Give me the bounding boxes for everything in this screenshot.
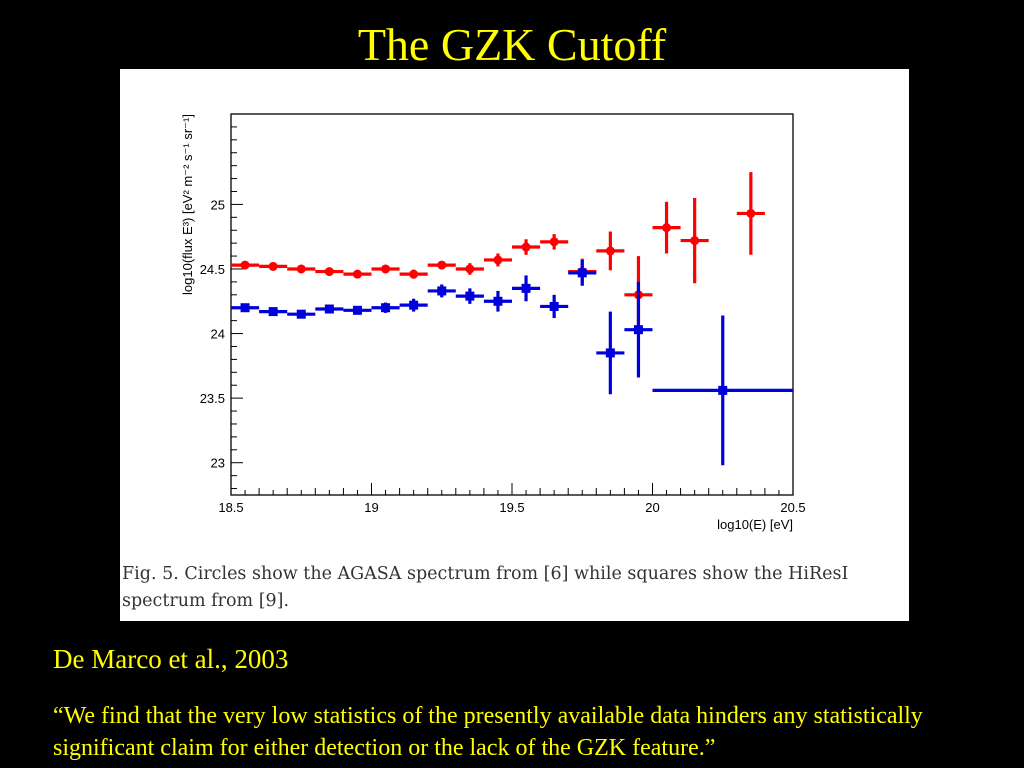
data-point-square bbox=[521, 283, 531, 293]
data-point-circle bbox=[409, 269, 419, 279]
data-point-circle bbox=[521, 242, 531, 252]
citation: De Marco et al., 2003 bbox=[53, 644, 289, 674]
data-point-circle bbox=[465, 264, 475, 274]
y-tick-label: 24.5 bbox=[200, 262, 225, 277]
data-point-circle bbox=[296, 264, 306, 274]
data-point-circle bbox=[381, 264, 391, 274]
x-tick-label: 19 bbox=[364, 500, 378, 515]
quote: “We find that the very low statistics of… bbox=[53, 703, 923, 761]
data-point-circle bbox=[352, 269, 362, 279]
y-axis-label: log10(flux E³) [eV² m⁻² s⁻¹ sr⁻¹] bbox=[180, 114, 195, 295]
slide-title: The GZK Cutoff bbox=[357, 19, 667, 70]
data-point-square bbox=[437, 286, 447, 296]
x-tick-label: 19.5 bbox=[499, 500, 524, 515]
data-point-square bbox=[718, 385, 728, 395]
y-tick-label: 23.5 bbox=[200, 391, 225, 406]
data-point-square bbox=[240, 303, 250, 313]
data-point-circle bbox=[746, 208, 756, 218]
data-point-circle bbox=[268, 261, 278, 271]
data-point-square bbox=[409, 300, 419, 310]
data-point-square bbox=[352, 305, 362, 315]
x-tick-label: 20 bbox=[645, 500, 659, 515]
data-point-square bbox=[296, 309, 306, 319]
y-tick-label: 25 bbox=[211, 197, 225, 212]
data-point-square bbox=[549, 301, 559, 311]
data-point-circle bbox=[324, 267, 334, 277]
plot-frame bbox=[230, 113, 794, 496]
data-point-square bbox=[605, 348, 615, 358]
data-point-circle bbox=[662, 223, 672, 233]
x-tick-label: 20.5 bbox=[780, 500, 805, 515]
data-point-circle bbox=[437, 260, 447, 270]
x-tick-label: 18.5 bbox=[218, 500, 243, 515]
data-point-circle bbox=[493, 255, 503, 265]
data-point-square bbox=[268, 307, 278, 317]
data-point-square bbox=[381, 303, 391, 313]
data-point-square bbox=[633, 325, 643, 335]
y-tick-label: 23 bbox=[211, 456, 225, 471]
data-point-square bbox=[493, 296, 503, 306]
figure-panel: 18.5 19 19.5 20 20.5 23 23.5 24 24.5 25 log10(E) [… bbox=[120, 69, 909, 621]
data-point-circle bbox=[605, 246, 615, 256]
data-point-circle bbox=[690, 236, 700, 246]
data-point-circle bbox=[549, 237, 559, 247]
data-point-square bbox=[577, 268, 587, 278]
y-tick-label: 24 bbox=[211, 327, 225, 342]
figure-caption: Fig. 5. Circles show the AGASA spectrum … bbox=[122, 564, 849, 611]
chart: 18.5 19 19.5 20 20.5 23 23.5 24 24.5 25 log10(E) [… bbox=[180, 113, 806, 532]
data-point-square bbox=[324, 304, 334, 314]
data-point-square bbox=[465, 291, 475, 301]
data-point-circle bbox=[240, 260, 250, 270]
x-axis-label: log10(E) [eV] bbox=[717, 517, 793, 532]
series-hiresi bbox=[231, 259, 793, 466]
